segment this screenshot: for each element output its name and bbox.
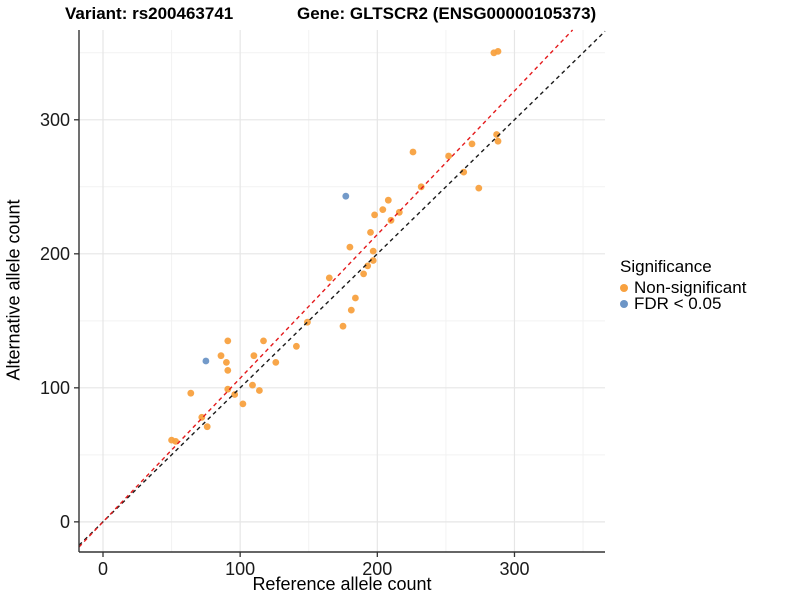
x-tick-label: 300 — [499, 559, 529, 579]
y-tick-label: 100 — [40, 378, 70, 398]
data-point-nonsig — [231, 391, 239, 398]
legend-item-label: Non-significant — [634, 278, 747, 297]
y-axis-label: Alternative allele count — [3, 199, 24, 381]
data-point-nonsig — [272, 359, 280, 366]
x-tick-label: 0 — [98, 559, 108, 579]
data-point-nonsig — [347, 306, 355, 314]
legend-item-label: FDR < 0.05 — [634, 294, 722, 313]
x-axis-label: Reference allele count — [252, 574, 432, 594]
data-point-nonsig — [352, 294, 359, 302]
data-point-nonsig — [475, 184, 483, 192]
x-tick-label: 100 — [225, 559, 255, 579]
ratio-line — [78, 29, 574, 548]
data-point-nonsig — [494, 48, 502, 55]
data-point-nonsig — [339, 322, 347, 330]
data-point-nonsig — [364, 262, 372, 270]
data-point-nonsig — [223, 359, 230, 366]
data-point-nonsig — [203, 423, 211, 431]
data-point-nonsig — [369, 257, 377, 264]
data-point-fdr — [202, 357, 210, 365]
y-tick-label: 300 — [40, 110, 70, 130]
y-tick-label: 0 — [60, 512, 70, 532]
data-point-nonsig — [256, 387, 263, 394]
data-point-nonsig — [239, 400, 247, 408]
data-point-nonsig — [494, 137, 502, 145]
data-point-nonsig — [249, 381, 256, 389]
y-tick-label: 200 — [40, 244, 70, 264]
data-point-fdr — [342, 192, 350, 200]
data-point-nonsig — [384, 196, 392, 204]
gene-title: Gene: GLTSCR2 (ENSG00000105373) — [297, 4, 597, 23]
data-point-nonsig — [445, 152, 452, 160]
data-point-nonsig — [250, 352, 258, 360]
data-point-nonsig — [325, 274, 333, 282]
data-point-nonsig — [260, 337, 267, 345]
x-tick-label: 200 — [362, 559, 392, 579]
data-point-nonsig — [360, 270, 367, 278]
data-point-nonsig — [224, 367, 232, 374]
legend-title: Significance — [620, 257, 712, 276]
variant-title: Variant: rs200463741 — [65, 4, 234, 23]
data-point-nonsig — [371, 211, 378, 219]
data-point-nonsig — [367, 229, 374, 236]
data-point-nonsig — [409, 148, 417, 156]
data-point-nonsig — [468, 140, 476, 148]
legend-item-non-significant: Non-significant — [620, 278, 747, 297]
identity-line — [78, 30, 606, 546]
legend-item-fdr: FDR < 0.05 — [620, 294, 746, 313]
data-point-nonsig — [187, 389, 195, 397]
non-significant-dot-icon — [620, 284, 628, 292]
data-point-nonsig — [224, 385, 232, 393]
legend: Significance Non-significant FDR < 0.05 — [620, 257, 746, 312]
data-point-nonsig — [217, 352, 225, 360]
data-point-nonsig — [346, 243, 354, 251]
data-point-nonsig — [369, 247, 377, 255]
data-point-nonsig — [224, 337, 232, 345]
data-point-nonsig — [417, 183, 425, 191]
data-point-nonsig — [293, 342, 300, 350]
fdr-dot-icon — [620, 300, 628, 308]
data-point-nonsig — [379, 206, 387, 214]
